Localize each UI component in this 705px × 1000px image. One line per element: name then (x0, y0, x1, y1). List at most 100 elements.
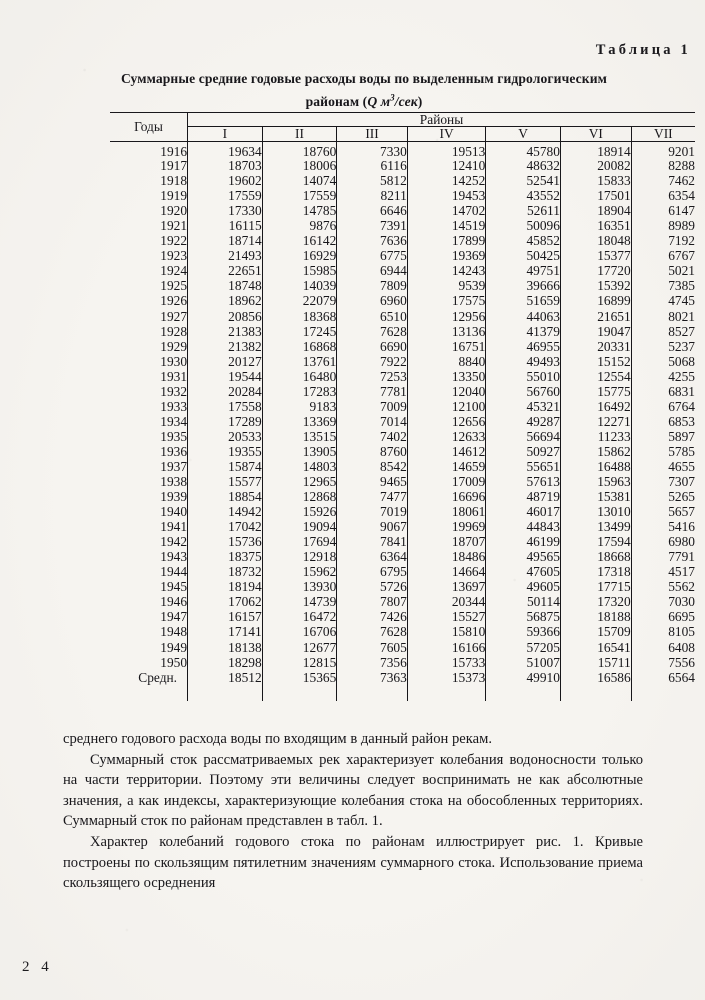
row-year-cell: 1937 (160, 458, 188, 474)
table-row: 1926 18962 22079 6960 17575 51659 16899 4745 (110, 293, 695, 309)
table-body: 1916 19634 18760 7330 19513 45780 18914 9201 191… (110, 141, 695, 701)
row-value-cell: 49751 (485, 263, 561, 279)
row-year-cell: 1918 (160, 173, 188, 189)
row-value-cell: 43552 (485, 188, 561, 204)
row-value-cell: 7009 (336, 398, 408, 415)
row-value-cell: 18194 (187, 579, 263, 595)
row-year-cell: 1926 (160, 293, 188, 309)
table-number-label: Таблица 1 (595, 42, 691, 58)
row-value-cell: 14039 (261, 278, 337, 294)
row-value-cell: 19047 (559, 323, 632, 339)
row-value-cell: 18375 (187, 549, 263, 565)
row-value-cell: 55010 (485, 368, 561, 384)
row-value-cell: 7402 (336, 429, 408, 445)
row-value-cell: 15862 (559, 444, 632, 460)
row-value-cell: 55651 (485, 459, 561, 475)
row-value-cell: 20533 (187, 429, 263, 445)
table-row: 1944 18732 15962 6795 14664 47605 17318 4517 (110, 564, 695, 580)
table-row: 1934 17289 13369 7014 12656 49287 12271 6853 (110, 414, 695, 430)
table-header: Годы Районы I II III IV V VI VII (110, 112, 695, 142)
row-value-cell: 14243 (406, 263, 486, 279)
row-value-cell: 48632 (485, 158, 561, 174)
row-value-cell: 12100 (406, 398, 486, 415)
row-value-cell: 17320 (559, 594, 632, 610)
row-year-cell: 1930 (160, 353, 188, 369)
row-value-cell: 17330 (187, 203, 263, 219)
table-title-line1: Суммарные средние годовые расходы воды п… (120, 71, 608, 86)
table-row: 1935 20533 13515 7402 12633 56694 11233 5897 (110, 428, 695, 445)
table-title-line2: районам (Q м3/сек) (305, 92, 423, 109)
row-value-cell: 17899 (406, 233, 486, 249)
table-row: 1940 14942 15926 7019 18061 46017 13010 5657 (110, 504, 695, 520)
table-rule-tail (110, 684, 695, 701)
row-value-cell: 4745 (630, 293, 695, 309)
table-row: 1927 20856 18368 6510 12956 44063 21651 8021 (110, 308, 695, 324)
row-value-cell: 44063 (485, 308, 561, 324)
row-value-cell: 21383 (187, 323, 263, 339)
row-value-cell: 9465 (336, 474, 408, 490)
column-header-3: III (336, 127, 408, 142)
row-year-cell: 1921 (160, 218, 188, 234)
row-value-cell: 19544 (187, 368, 263, 384)
row-value-cell: 4517 (630, 564, 695, 580)
row-value-cell: 14519 (406, 218, 486, 234)
row-value-cell: 45321 (485, 398, 561, 415)
row-value-cell: 19453 (406, 188, 486, 204)
row-year-cell: 1949 (160, 639, 188, 655)
row-value-cell: 14785 (261, 203, 337, 219)
table-row: 1925 18748 14039 7809 9539 39666 15392 7385 (110, 278, 695, 294)
row-value-cell: 9067 (336, 519, 408, 535)
row-value-cell: 18760 (261, 141, 337, 159)
table-row: 1936 19355 13905 8760 14612 50927 15862 5785 (110, 444, 695, 460)
row-value-cell: 12633 (406, 429, 486, 445)
row-value-cell: 21493 (187, 248, 263, 264)
table-row: 1920 17330 14785 6646 14702 52611 18904 6147 (110, 203, 695, 219)
table-row: 1932 20284 17283 7781 12040 56760 15775 6831 (110, 383, 695, 399)
row-value-cell: 15377 (559, 248, 632, 264)
row-value-cell: 17009 (406, 474, 486, 490)
row-value-cell: 7636 (336, 233, 408, 249)
row-year-cell: 1920 (160, 203, 188, 219)
row-value-cell: 17559 (261, 188, 337, 204)
row-value-cell: 6364 (336, 549, 408, 565)
row-value-cell: 17715 (559, 579, 632, 595)
row-value-cell: 7781 (336, 383, 408, 399)
row-value-cell: 18512 (187, 669, 263, 685)
table-row: 1921 16115 9876 7391 14519 50096 16351 8989 (110, 218, 695, 234)
row-value-cell: 7363 (336, 669, 408, 685)
row-value-cell: 57205 (485, 639, 561, 655)
row-value-cell: 18061 (406, 504, 486, 520)
column-header-2: II (261, 127, 337, 142)
row-value-cell: 6795 (336, 564, 408, 580)
row-value-cell: 15392 (559, 278, 632, 294)
row-value-cell: 15711 (559, 654, 632, 670)
row-value-cell: 16899 (559, 293, 632, 309)
row-value-cell: 6408 (630, 639, 695, 655)
row-value-cell: 5416 (630, 519, 695, 535)
row-value-cell: 16488 (559, 459, 632, 475)
row-value-cell: 7556 (630, 654, 695, 670)
row-value-cell: 6764 (630, 398, 695, 415)
row-value-cell: 5657 (630, 504, 695, 520)
row-value-cell: 9183 (261, 398, 337, 415)
row-value-cell: 7356 (336, 654, 408, 670)
table-row: 1917 18703 18006 6116 12410 48632 20082 8288 (110, 158, 695, 174)
table-row: 1939 18854 12868 7477 16696 48719 15381 5265 (110, 489, 695, 505)
body-text: среднего годового расхода воды по входящ… (63, 729, 643, 894)
row-value-cell: 7628 (336, 323, 408, 339)
row-year-cell: 1935 (160, 428, 188, 444)
row-value-cell: 16480 (261, 368, 337, 384)
row-value-cell: 18368 (261, 308, 337, 324)
row-value-cell: 6775 (336, 248, 408, 264)
row-value-cell: 20856 (187, 308, 263, 324)
page-number: 2 4 (22, 959, 53, 975)
row-value-cell: 18914 (559, 141, 632, 159)
row-value-cell: 6831 (630, 383, 695, 399)
row-value-cell: 5068 (630, 353, 695, 369)
row-value-cell: 50425 (485, 248, 561, 264)
row-value-cell: 47605 (485, 564, 561, 580)
row-value-cell: 7605 (336, 639, 408, 655)
row-value-cell: 49287 (485, 414, 561, 430)
row-value-cell: 6690 (336, 338, 408, 354)
row-value-cell: 7922 (336, 353, 408, 369)
